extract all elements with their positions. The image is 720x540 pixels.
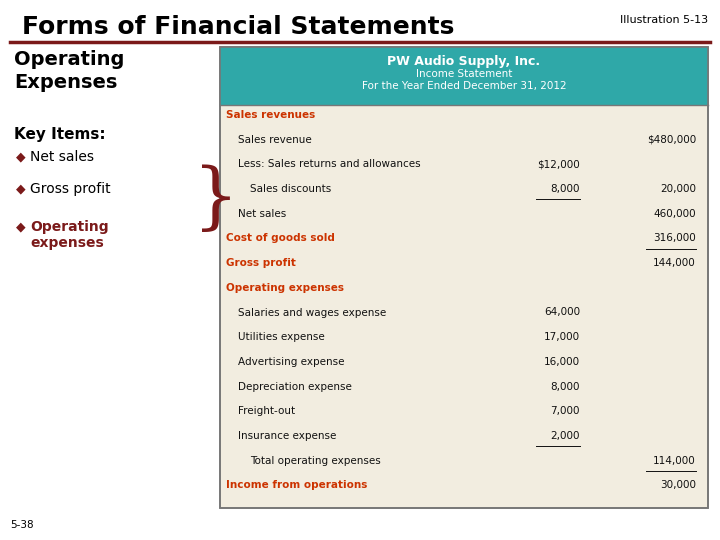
Text: Gross profit: Gross profit [226,258,296,268]
Text: 30,000: 30,000 [660,480,696,490]
Text: Salaries and wages expense: Salaries and wages expense [238,307,386,318]
Text: 17,000: 17,000 [544,332,580,342]
Text: Income Statement: Income Statement [416,69,512,79]
Text: $480,000: $480,000 [647,134,696,145]
Text: 64,000: 64,000 [544,307,580,318]
Text: ◆: ◆ [16,150,26,163]
Text: 8,000: 8,000 [551,184,580,194]
Text: Depreciation expense: Depreciation expense [238,382,352,392]
Bar [220,47,708,105]
Text: Sales revenue: Sales revenue [238,134,312,145]
Text: Total operating expenses: Total operating expenses [250,456,381,465]
Text: 2,000: 2,000 [551,431,580,441]
Text: Operating
expenses: Operating expenses [30,220,109,250]
Text: Net sales: Net sales [238,209,287,219]
Text: Operating
Expenses: Operating Expenses [14,50,125,92]
Text: Freight-out: Freight-out [238,406,295,416]
Text: 20,000: 20,000 [660,184,696,194]
Text: 316,000: 316,000 [653,233,696,244]
Text: Key Items:: Key Items: [14,127,106,142]
Text: 7,000: 7,000 [551,406,580,416]
Text: Income from operations: Income from operations [226,480,367,490]
Bar [220,47,708,508]
Text: Cost of goods sold: Cost of goods sold [226,233,335,244]
Text: 5-38: 5-38 [10,520,34,530]
Text: Operating expenses: Operating expenses [226,283,344,293]
Text: 16,000: 16,000 [544,357,580,367]
Text: ◆: ◆ [16,220,26,233]
Text: Insurance expense: Insurance expense [238,431,336,441]
Text: Sales discounts: Sales discounts [250,184,331,194]
Bar [220,47,708,508]
Text: $12,000: $12,000 [537,159,580,170]
Text: Net sales: Net sales [30,150,94,164]
Text: Utilities expense: Utilities expense [238,332,325,342]
Text: Less: Sales returns and allowances: Less: Sales returns and allowances [238,159,420,170]
Text: Illustration 5-13: Illustration 5-13 [620,15,708,25]
Text: Gross profit: Gross profit [30,182,111,196]
Text: Sales revenues: Sales revenues [226,110,315,120]
Text: ◆: ◆ [16,182,26,195]
Text: Advertising expense: Advertising expense [238,357,344,367]
Text: }: } [193,165,239,235]
Text: 114,000: 114,000 [653,456,696,465]
Text: Forms of Financial Statements: Forms of Financial Statements [22,15,454,39]
Text: For the Year Ended December 31, 2012: For the Year Ended December 31, 2012 [361,81,567,91]
Text: 460,000: 460,000 [653,209,696,219]
Text: PW Audio Supply, Inc.: PW Audio Supply, Inc. [387,55,541,68]
Text: 144,000: 144,000 [653,258,696,268]
Text: 8,000: 8,000 [551,382,580,392]
